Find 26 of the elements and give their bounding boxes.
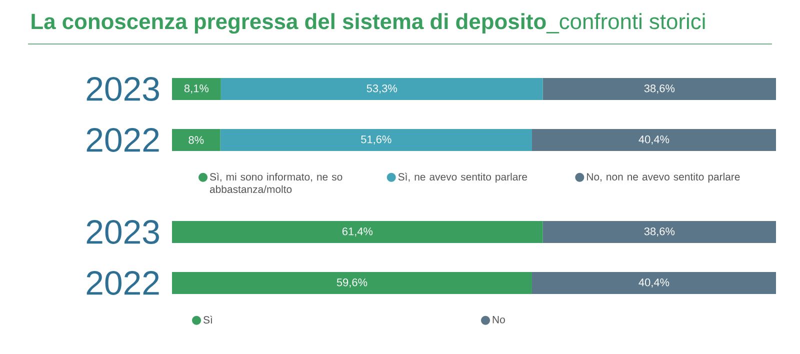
- data-label: 51,6%: [361, 135, 392, 145]
- bar: [542, 78, 776, 100]
- legend-label: No, non ne avevo sentito parlare: [587, 172, 740, 183]
- data-label: 8%: [188, 136, 204, 144]
- data-label: 40,4%: [638, 135, 670, 145]
- data-label: 59,6%: [336, 278, 368, 288]
- data-label: 53,3%: [366, 84, 398, 94]
- data-label: 38,6%: [644, 84, 675, 94]
- bar: [220, 78, 543, 100]
- legend-label: No: [492, 316, 505, 324]
- bar: [532, 129, 776, 152]
- chart-title: La conoscenza pregressa del sistema di deposito_confronti storici: [32, 13, 705, 34]
- data-label: 38,6%: [644, 227, 675, 237]
- legend-label: Sì, mi sono informato, ne so abbastanza/molto: [210, 172, 342, 194]
- bar: [172, 129, 220, 152]
- data-label: 61,4%: [342, 227, 373, 237]
- bar: [220, 129, 532, 152]
- legend-label: Sì: [203, 316, 212, 324]
- data-label: 8,1%: [184, 84, 209, 94]
- y-tick-label: 2023: [86, 220, 159, 244]
- y-tick-label: 2022: [86, 271, 159, 295]
- bar: [172, 78, 221, 100]
- y-tick-label: 2023: [86, 77, 159, 101]
- legend-label: Sì, ne avevo sentito parlare: [398, 172, 528, 183]
- y-tick-label: 2022: [86, 128, 159, 152]
- data-label: 40,4%: [638, 278, 670, 288]
